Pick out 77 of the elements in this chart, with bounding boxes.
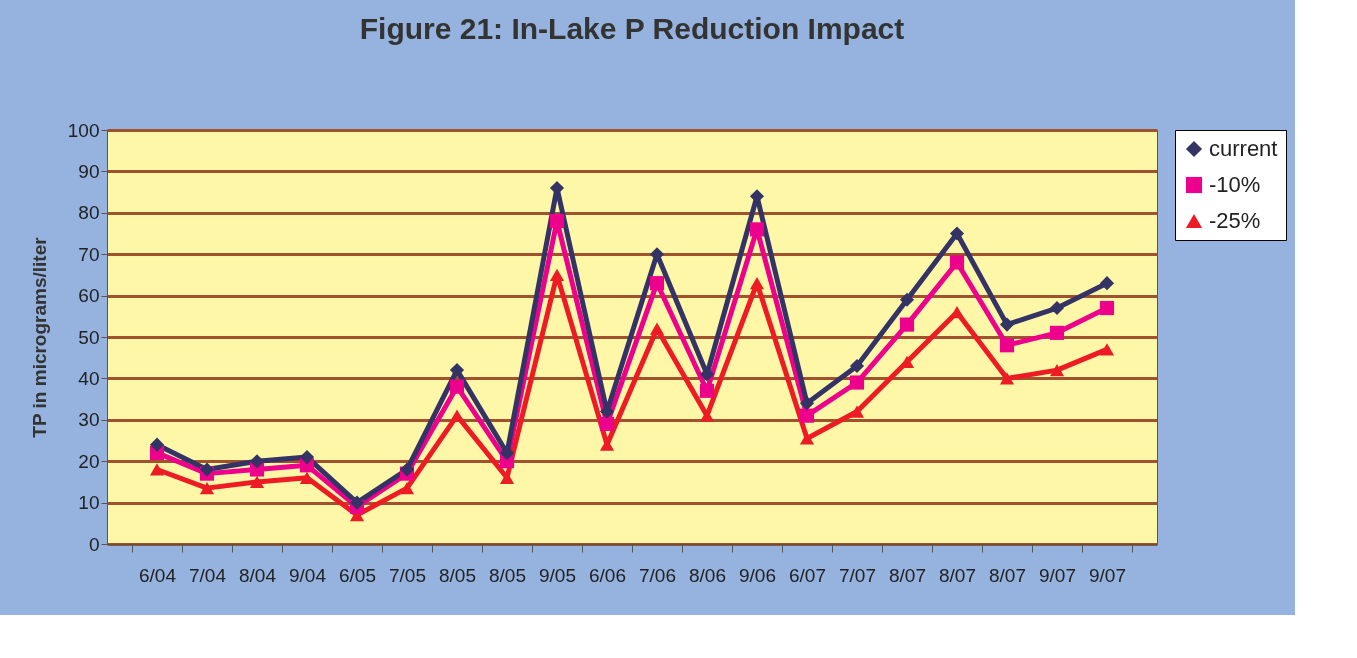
y-tick-label: 100	[67, 119, 100, 141]
point	[449, 379, 465, 394]
point	[849, 358, 865, 374]
point	[249, 454, 265, 469]
point	[999, 338, 1015, 353]
y-tick-label: 30	[78, 409, 100, 431]
x-tick-label: 9/07	[1039, 564, 1076, 586]
y-tick-label: 20	[78, 450, 100, 472]
point	[1099, 276, 1115, 291]
point	[999, 317, 1015, 332]
x-tick-label: 6/04	[139, 564, 177, 586]
y-tick-label: 50	[78, 326, 100, 348]
point	[199, 481, 215, 495]
y-tick-label: 70	[78, 243, 100, 265]
x-tick-label: 6/05	[339, 564, 376, 586]
point	[999, 372, 1015, 385]
x-tick-label: 9/07	[1089, 564, 1126, 586]
point	[449, 363, 465, 378]
x-tick-label: 8/06	[689, 564, 726, 586]
point	[799, 408, 815, 423]
point	[799, 432, 815, 445]
y-axis-title: TP in micrograms/liter	[28, 236, 50, 438]
x-tick-label: 8/04	[239, 564, 277, 586]
x-tick-label: 6/07	[789, 564, 826, 586]
point	[199, 462, 215, 477]
point	[399, 462, 415, 477]
legend-label: -10%	[1209, 172, 1261, 197]
point	[949, 255, 965, 270]
x-tick-label: 7/04	[189, 564, 227, 586]
legend-label: current	[1209, 136, 1278, 161]
point	[949, 226, 965, 241]
point	[1099, 300, 1115, 316]
point	[299, 449, 315, 465]
x-tick-label: 9/06	[739, 564, 776, 586]
x-tick-label: 8/07	[889, 564, 926, 586]
point	[849, 375, 865, 390]
point	[249, 475, 265, 489]
point	[799, 396, 815, 411]
y-tick-label: 90	[78, 160, 100, 182]
x-tick-label: 6/06	[589, 564, 626, 586]
x-tick-label: 9/05	[539, 564, 576, 586]
chart-title: Figure 21: In-Lake P Reduction Impact	[359, 12, 905, 45]
point	[1049, 300, 1065, 316]
point	[599, 416, 615, 432]
point	[549, 214, 565, 229]
point	[749, 222, 765, 237]
x-tick-label: 7/07	[839, 564, 876, 586]
point	[149, 463, 165, 476]
point	[699, 409, 715, 422]
x-tick-label: 8/07	[939, 564, 976, 586]
point	[899, 317, 915, 332]
legend-label: -25%	[1209, 208, 1261, 233]
x-tick-label: 7/05	[389, 564, 426, 586]
y-tick-label: 10	[78, 492, 100, 514]
point	[449, 409, 465, 422]
x-tick-label: 8/05	[489, 564, 526, 586]
point	[699, 383, 715, 398]
point	[1049, 325, 1065, 340]
x-tick-label: 7/06	[639, 564, 676, 586]
y-tick-label: 0	[88, 533, 100, 555]
point	[649, 276, 665, 291]
y-tick-label: 60	[78, 285, 100, 307]
point	[849, 405, 865, 418]
point	[149, 437, 165, 452]
point	[549, 268, 565, 282]
x-tick-label: 8/05	[439, 564, 476, 586]
x-tick-label: 8/07	[989, 564, 1026, 586]
x-tick-label: 9/04	[289, 564, 327, 586]
point	[1049, 364, 1065, 377]
point	[899, 292, 915, 307]
y-tick-label: 40	[78, 367, 100, 389]
point	[749, 277, 765, 290]
point	[349, 495, 365, 510]
y-tick-label: 80	[78, 202, 100, 224]
point	[399, 481, 415, 495]
point	[649, 322, 665, 335]
point	[1099, 343, 1115, 356]
